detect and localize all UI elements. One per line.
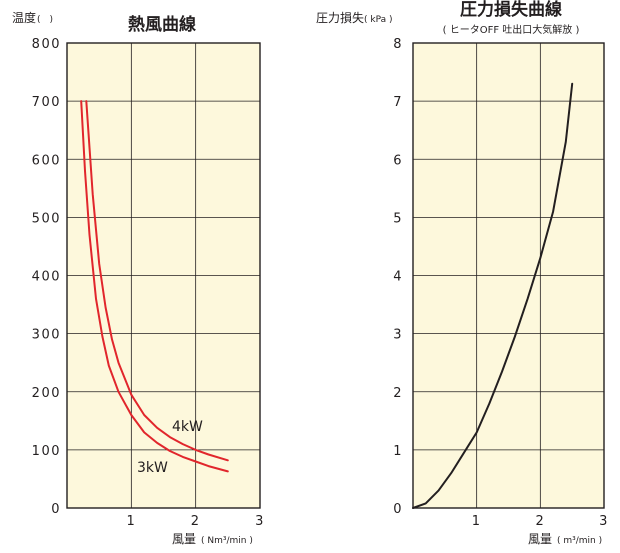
chart2-y-tick-label: 6	[393, 153, 403, 168]
chart2-y-tick-label: 8	[393, 37, 403, 52]
chart1-y-tick-label: 500	[32, 211, 61, 226]
chart2-x-tick-label: 1	[472, 514, 482, 529]
chart1-y-tick-label: 0	[51, 502, 61, 517]
chart1-y-tick-label: 200	[32, 386, 61, 401]
chart1-y-axis-label: 温度	[12, 10, 36, 25]
chart2-plot-frame	[412, 42, 605, 509]
chart2-subtitle: ( ヒータOFF 吐出口大気解放 )	[443, 23, 580, 36]
chart1-y-tick-label: 300	[32, 328, 61, 343]
chart1-y-tick-label: 400	[32, 270, 61, 285]
chart2-y-tick-label: 3	[393, 328, 403, 343]
chart1-y-tick-label: 600	[32, 153, 61, 168]
chart1-x-tick-label: 3	[255, 514, 265, 529]
chart1-series-label-3kw: 3kW	[137, 460, 168, 476]
chart1-x-tick-label: 2	[191, 514, 201, 529]
chart2-x-tick-label: 3	[599, 514, 609, 529]
chart1-x-axis-label: 風量	[172, 532, 196, 546]
chart2-y-tick-label: 4	[393, 270, 403, 285]
chart1-title: 熱風曲線	[128, 14, 196, 35]
chart2-y-axis-label: 圧力損失	[316, 10, 364, 25]
chart1-series-line-3kw	[80, 100, 229, 473]
chart2-series-line-0	[412, 82, 574, 509]
chart2-x-axis-unit: ( m³/min )	[557, 536, 602, 546]
chart1-y-tick-label: 100	[32, 444, 61, 459]
chart2-y-tick-label: 7	[393, 95, 403, 110]
chart2-title: 圧力損失曲線	[460, 0, 562, 20]
chart1-series-line-4kw	[85, 100, 229, 462]
chart1-x-tick-label: 1	[126, 514, 136, 529]
chart1-plot-frame	[66, 42, 261, 509]
chart2-y-tick-label: 5	[393, 211, 403, 226]
chart1-y-axis-unit: ( )	[37, 15, 53, 25]
chart1-x-axis-unit: ( Nm³/min )	[201, 536, 253, 546]
chart2-y-tick-label: 0	[393, 502, 403, 517]
chart1-y-tick-label: 700	[32, 95, 61, 110]
chart2-x-tick-label: 2	[535, 514, 545, 529]
chart2-y-tick-label: 1	[393, 444, 403, 459]
chart2-y-axis-unit: ( kPa )	[364, 15, 393, 25]
chart1-series-label-4kw: 4kW	[172, 419, 203, 435]
chart2-y-tick-label: 2	[393, 386, 403, 401]
chart1-y-tick-label: 800	[32, 37, 61, 52]
chart2-x-axis-label: 風量	[528, 532, 552, 546]
